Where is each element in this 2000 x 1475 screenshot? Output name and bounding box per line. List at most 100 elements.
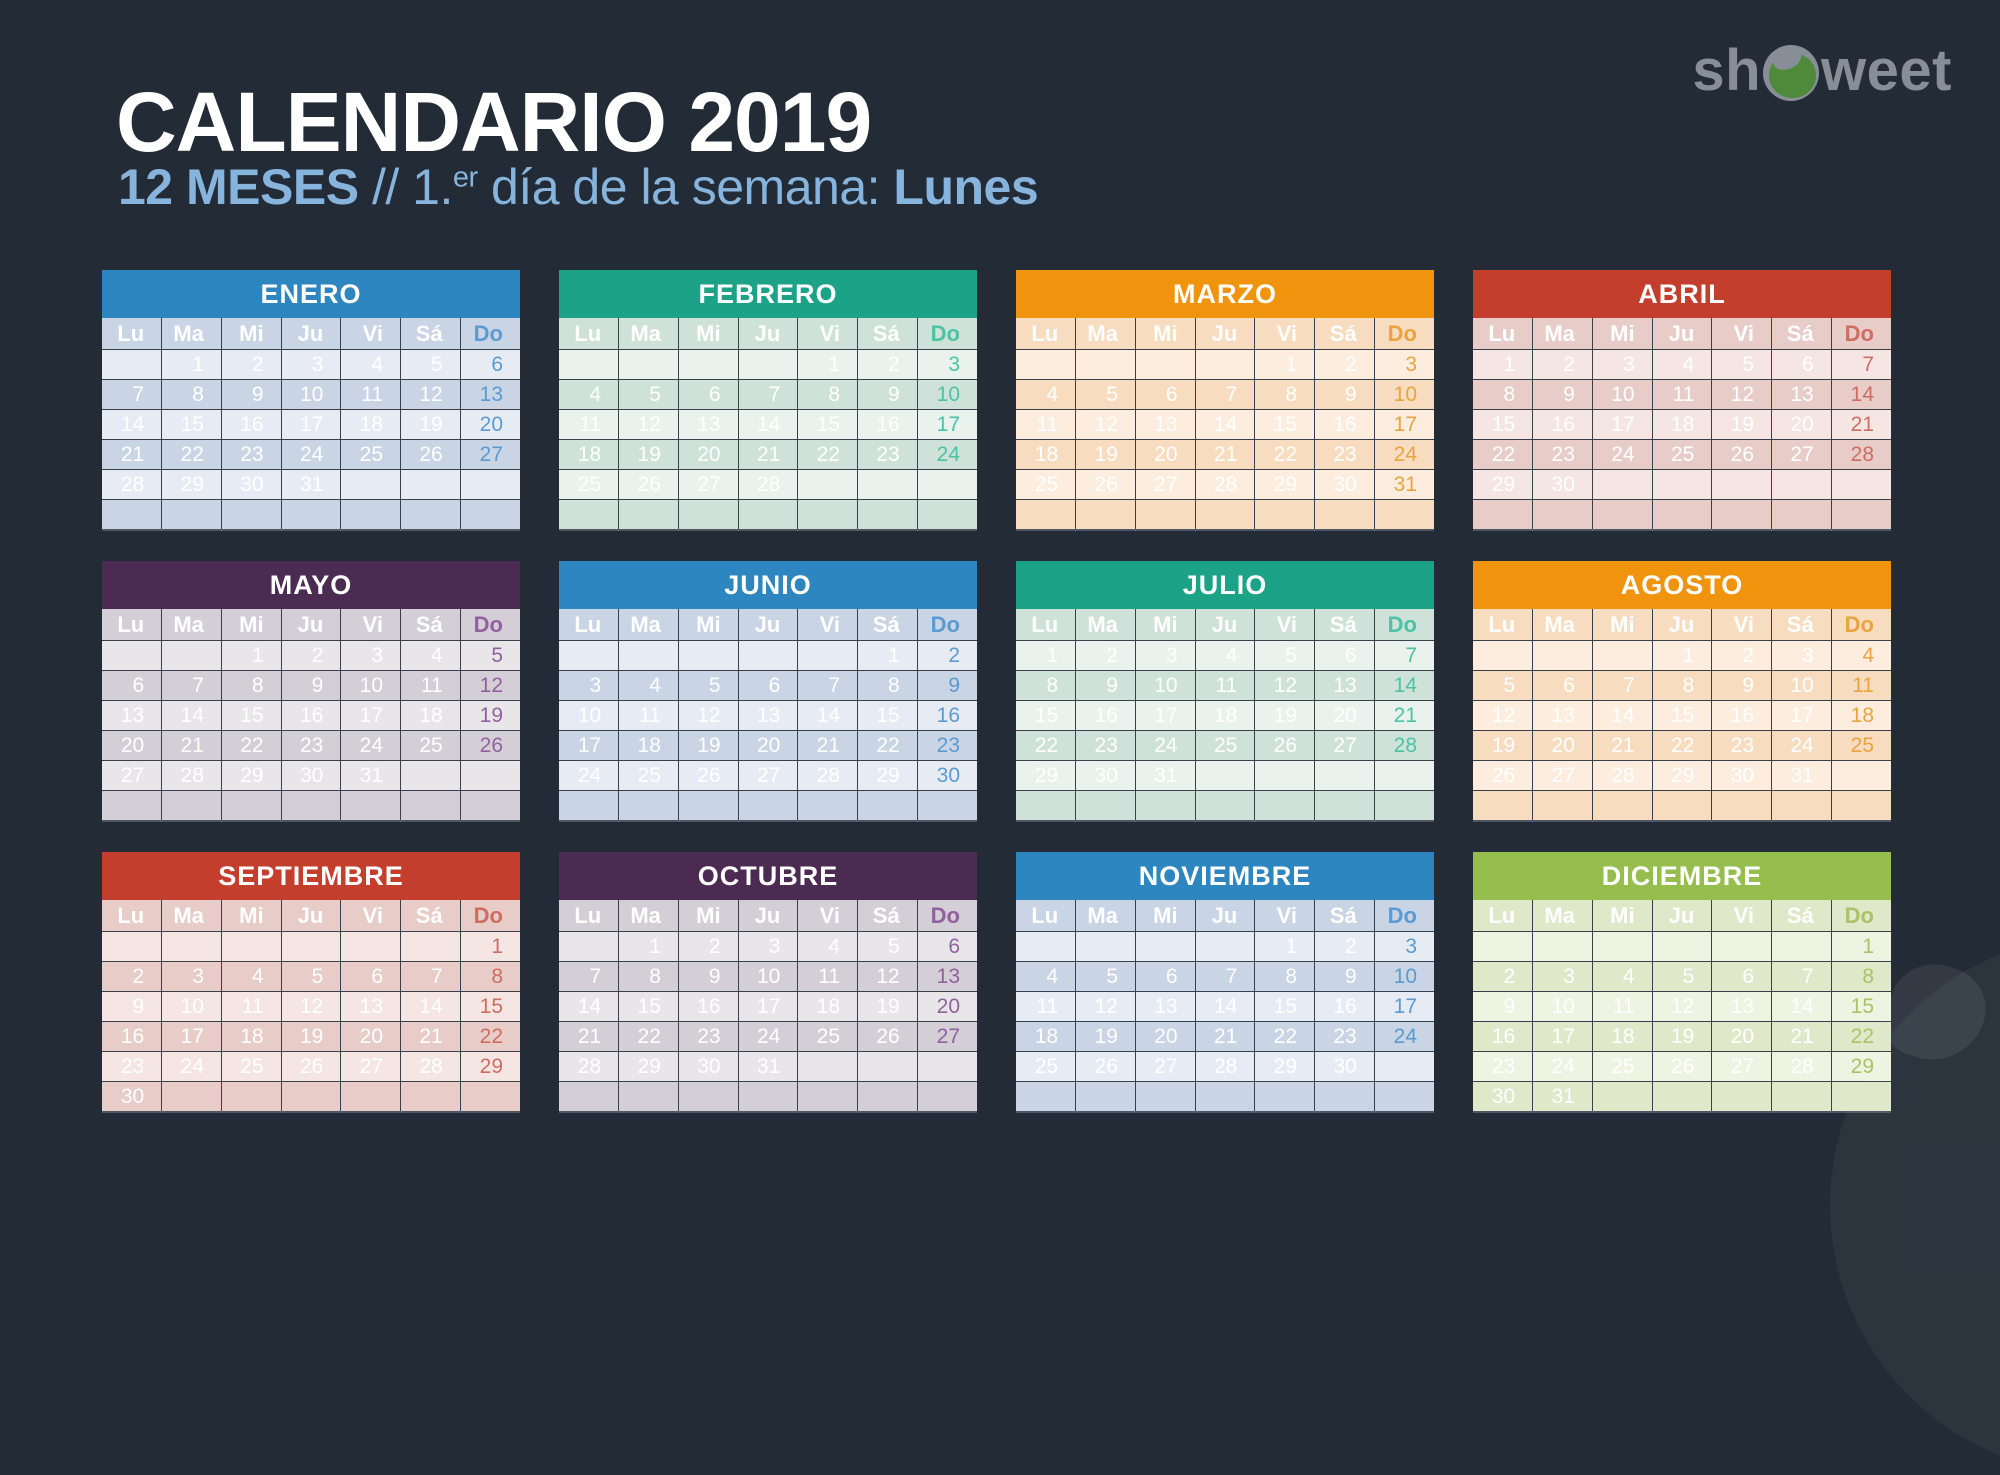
day-cell: 22 [459,1021,520,1052]
month-title: JULIO [1016,561,1434,609]
day-cell: 28 [400,1051,461,1082]
day-cell: 14 [400,991,461,1022]
day-cell-empty [1711,931,1772,962]
day-cell-empty [1254,499,1315,530]
day-cell: 28 [797,760,858,791]
day-cell: 16 [1314,991,1375,1022]
day-cell-empty [1075,1081,1136,1112]
day-header-lu: Lu [102,900,162,932]
day-cell: 15 [1016,700,1076,731]
day-cell: 1 [618,931,679,962]
day-cell: 5 [1075,961,1136,992]
day-header-ma: Ma [1075,318,1136,350]
day-cell: 13 [1771,379,1832,410]
day-cell: 12 [677,700,739,731]
day-header-vi: Vi [1711,609,1772,641]
day-header-ma: Ma [1075,900,1136,932]
day-cell: 10 [1591,379,1653,410]
day-cell-empty [1075,499,1136,530]
day-cell: 31 [340,760,401,791]
day-cell: 16 [102,1021,162,1052]
month-grid: Lu Ma Mi Ju Vi Sá Do 1 2 3 4 5 6 7 8 9 10 11 12 13 14 15 16 17 1… [1473,318,1891,531]
day-header-do: Do [916,609,977,641]
day-header-ma: Ma [618,609,679,641]
day-cell: 22 [220,730,282,761]
day-cell-empty [1016,790,1076,821]
day-cell: 19 [618,439,679,470]
day-header-vi: Vi [1254,609,1315,641]
day-cell: 15 [1254,409,1315,440]
day-cell: 9 [1532,379,1593,410]
day-cell: 11 [1016,991,1076,1022]
day-cell: 8 [161,379,222,410]
day-cell-empty [1473,499,1533,530]
day-cell: 9 [1314,379,1375,410]
day-cell: 31 [1134,760,1196,791]
day-cell: 27 [102,760,162,791]
day-cell-empty [459,760,520,791]
day-cell: 2 [1075,640,1136,671]
week-row: 14 15 16 17 18 19 20 [102,409,520,440]
month-noviembre: NOVIEMBRE Lu Ma Mi Ju Vi Sá Do 1 2 3 4 5 6 7 8 9 10 11 12 13… [1016,852,1434,1113]
day-header-ma: Ma [1075,609,1136,641]
day-cell: 10 [737,961,798,992]
week-row: 14 15 16 17 18 19 20 [559,991,977,1022]
day-cell: 23 [220,439,282,470]
day-header-ma: Ma [161,318,222,350]
day-cell: 17 [1134,700,1196,731]
subtitle-separator: // [358,159,413,215]
day-cell: 20 [677,439,739,470]
day-cell: 19 [1254,700,1315,731]
week-row: 25 26 27 28 [559,469,977,500]
day-header-sa: Sá [1771,900,1832,932]
day-cell: 26 [677,760,739,791]
day-cell: 12 [459,670,520,701]
day-header-ju: Ju [280,318,341,350]
day-cell: 25 [1016,1051,1076,1082]
logo-eye-icon [1763,45,1820,101]
day-cell-empty [737,349,798,380]
day-cell: 5 [280,961,341,992]
day-header-do: Do [1373,900,1434,932]
day-cell: 25 [797,1021,858,1052]
day-cell: 23 [1075,730,1136,761]
week-row: 18 19 20 21 22 23 24 [1016,439,1434,470]
week-row: 10 11 12 13 14 15 16 [559,700,977,731]
week-row: 19 20 21 22 23 24 25 [1473,730,1891,761]
week-row: 15 16 17 18 19 20 21 [1473,409,1891,440]
day-header-ma: Ma [618,318,679,350]
day-cell: 8 [618,961,679,992]
day-cell: 16 [1075,700,1136,731]
day-cell: 31 [1771,760,1832,791]
day-cell: 8 [220,670,282,701]
day-cell: 3 [340,640,401,671]
day-cell-empty [559,349,619,380]
day-cell: 16 [280,700,341,731]
day-cell-empty [161,790,222,821]
week-row: 13 14 15 16 17 18 19 [102,700,520,731]
day-cell-empty [1711,469,1772,500]
day-cell-empty [797,1051,858,1082]
day-cell: 21 [102,439,162,470]
day-cell-empty [797,1081,858,1112]
day-cell: 21 [1830,409,1891,440]
month-grid: Lu Ma Mi Ju Vi Sá Do 1 2 3 4 5 6 7 8 9 10 11 12 13 14 15 16 17 1… [1016,609,1434,822]
day-cell: 5 [857,931,918,962]
day-cell: 1 [1651,640,1712,671]
day-cell: 18 [559,439,619,470]
day-cell: 30 [1473,1081,1533,1112]
month-title: MARZO [1016,270,1434,318]
day-header-sa: Sá [1314,609,1375,641]
day-cell: 21 [797,730,858,761]
day-cell: 11 [1194,670,1255,701]
day-cell: 13 [1134,991,1196,1022]
day-cell: 20 [102,730,162,761]
day-cell: 3 [1532,961,1593,992]
day-cell-empty [102,640,162,671]
day-cell: 19 [400,409,461,440]
day-header-vi: Vi [340,900,401,932]
day-cell: 28 [1194,1051,1255,1082]
day-cell: 7 [1591,670,1653,701]
